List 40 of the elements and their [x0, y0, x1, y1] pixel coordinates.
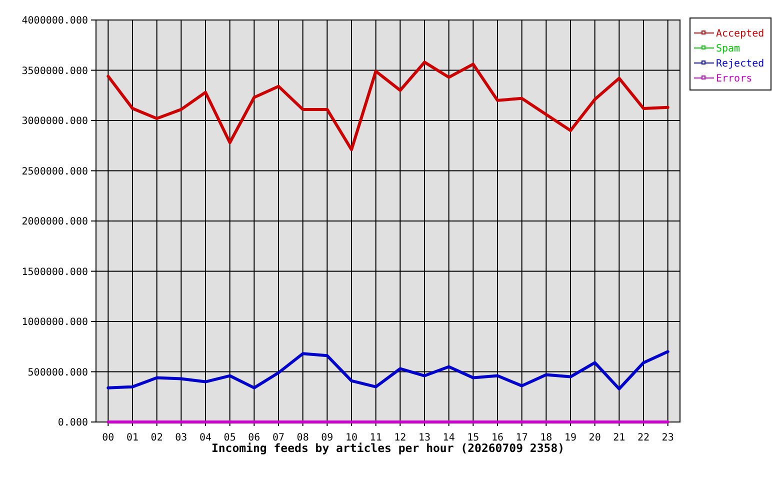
- x-tick-label: 18: [540, 432, 552, 444]
- x-tick-label: 09: [321, 432, 334, 444]
- y-tick-label: 3500000.000: [22, 66, 88, 77]
- x-tick-label: 08: [296, 432, 309, 444]
- y-tick-label: 1000000.000: [22, 317, 88, 328]
- legend-label: Spam: [716, 44, 740, 54]
- x-tick-label: 12: [394, 432, 406, 444]
- line-series: [106, 60, 670, 152]
- y-tick-label: 2500000.000: [22, 166, 88, 178]
- x-tick-label: 00: [102, 432, 114, 444]
- x-tick-label: 10: [345, 432, 358, 444]
- y-tick-label: 500000.000: [28, 367, 88, 378]
- y-tick-label: 4000000.000: [22, 16, 88, 26]
- x-tick-label: 15: [467, 432, 480, 444]
- x-tick-label: 19: [564, 432, 577, 444]
- x-tick-label: 23: [662, 432, 674, 444]
- y-tick-label: 3000000.000: [22, 116, 88, 127]
- y-tick-label: 0.000: [58, 418, 88, 428]
- x-tick-label: 06: [248, 432, 260, 444]
- x-tick-label: 11: [370, 432, 382, 444]
- x-tick-label: 20: [588, 432, 601, 444]
- x-tick-label: 03: [175, 432, 188, 444]
- y-tick-label: 2000000.000: [22, 216, 88, 228]
- legend-label: Accepted: [716, 28, 764, 40]
- x-tick-label: 04: [199, 432, 212, 444]
- x-tick-label: 07: [272, 432, 285, 444]
- legend-label: Rejected: [716, 58, 764, 70]
- x-tick-label: 17: [516, 432, 528, 444]
- x-tick-label: 13: [418, 432, 431, 444]
- line-series: [106, 350, 670, 390]
- x-tick-label: 02: [150, 432, 163, 444]
- x-axis-title: Incoming feeds by articles per hour (20260709 2358): [211, 441, 565, 455]
- x-tick-label: 01: [126, 432, 139, 444]
- x-tick-label: 22: [637, 432, 650, 444]
- x-tick-label: 05: [224, 432, 236, 444]
- x-tick-label: 21: [613, 432, 626, 444]
- y-tick-label: 1500000.000: [22, 266, 88, 278]
- x-tick-label: 14: [442, 432, 455, 444]
- x-tick-label: 16: [491, 432, 504, 444]
- legend-label: Errors: [716, 74, 752, 84]
